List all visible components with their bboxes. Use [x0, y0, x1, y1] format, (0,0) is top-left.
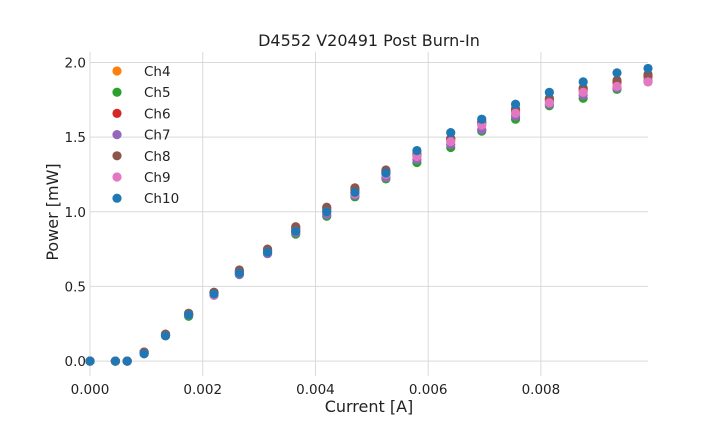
legend-item-ch8: Ch8 [112, 149, 171, 165]
chart-title: D4552 V20491 Post Burn-In [258, 31, 480, 50]
data-point [262, 247, 273, 257]
data-point [612, 81, 622, 91]
data-point [643, 63, 653, 74]
data-point [122, 356, 132, 366]
series-ch10 [85, 63, 653, 366]
y-tick-label: 1.5 [65, 130, 86, 146]
data-point [477, 114, 487, 124]
data-point [578, 77, 588, 87]
legend-label: Ch4 [144, 64, 171, 80]
x-tick-label: 0.000 [71, 382, 110, 398]
data-point [446, 136, 456, 147]
legend-marker [112, 151, 122, 161]
legend-label: Ch10 [144, 191, 179, 207]
data-point [510, 108, 521, 118]
legend-label: Ch7 [144, 128, 171, 144]
data-points [85, 63, 653, 366]
legend-marker [112, 66, 122, 76]
y-tick-label: 1.0 [65, 205, 86, 221]
data-point [381, 168, 391, 178]
data-point [544, 87, 554, 97]
data-point [160, 331, 171, 341]
data-point [643, 77, 653, 87]
x-axis-label: Current [A] [325, 397, 414, 416]
data-point [578, 87, 588, 97]
legend-item-ch4: Ch4 [112, 64, 171, 80]
data-point [412, 145, 422, 156]
legend-item-ch6: Ch6 [112, 106, 171, 122]
data-point [291, 226, 301, 236]
legend-marker [112, 130, 122, 140]
legend-marker [112, 108, 122, 118]
data-point [612, 68, 622, 78]
data-point [209, 289, 219, 299]
legend-item-ch10: Ch10 [112, 191, 179, 207]
legend-item-ch7: Ch7 [112, 128, 171, 144]
data-point [110, 356, 120, 366]
legend-item-ch5: Ch5 [112, 85, 171, 101]
data-point [184, 310, 194, 320]
data-point [510, 99, 521, 109]
legend-marker [112, 193, 122, 203]
x-tick-label: 0.008 [522, 382, 561, 398]
data-point [350, 187, 360, 197]
x-tick-label: 0.006 [409, 382, 448, 398]
legend-item-ch9: Ch9 [112, 170, 171, 186]
data-point [139, 349, 149, 359]
data-point [446, 128, 456, 138]
grid [89, 52, 648, 376]
x-axis: 0.000 0.002 0.004 0.006 0.008 [71, 382, 561, 398]
legend-marker [112, 172, 122, 182]
x-tick-label: 0.004 [296, 382, 335, 398]
y-tick-label: 0.5 [65, 279, 86, 295]
legend: Ch4 Ch5 Ch6 Ch7 Ch8 Ch9 Ch10 [112, 64, 179, 207]
y-tick-label: 2.0 [65, 55, 86, 71]
legend-marker [112, 87, 122, 97]
y-tick-label: 0.0 [65, 354, 86, 370]
legend-label: Ch8 [144, 149, 171, 165]
y-axis: 0.0 0.5 1.0 1.5 2.0 [65, 55, 86, 370]
data-point [544, 98, 554, 108]
y-axis-label: Power [mW] [43, 163, 62, 260]
legend-label: Ch5 [144, 85, 171, 101]
data-point [234, 268, 244, 278]
legend-label: Ch6 [144, 106, 171, 122]
plot-area [90, 52, 648, 376]
data-point [322, 207, 332, 217]
legend-label: Ch9 [144, 170, 171, 186]
x-tick-label: 0.002 [183, 382, 222, 398]
data-point [85, 356, 95, 366]
